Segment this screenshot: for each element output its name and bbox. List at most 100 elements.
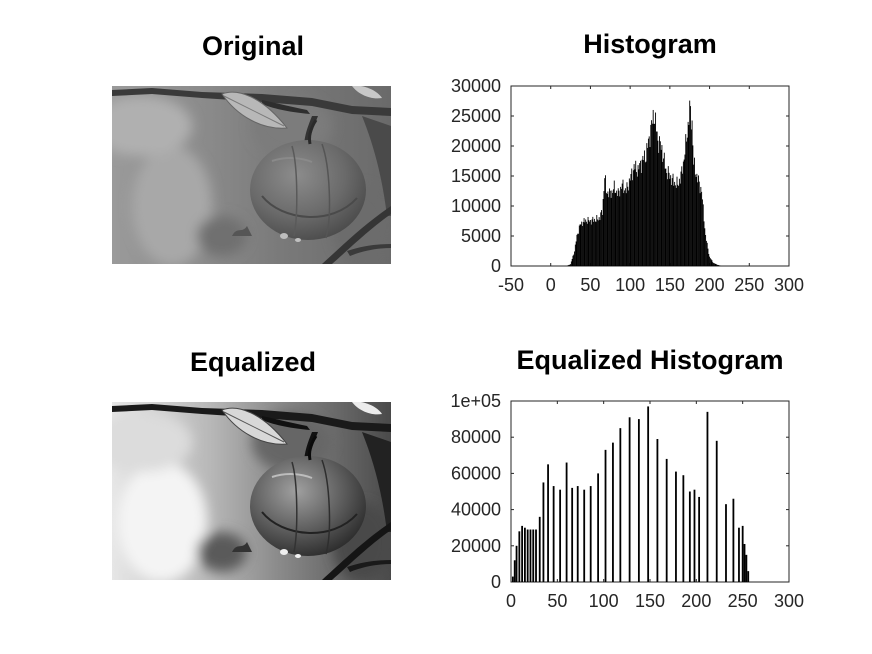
histogram-bar xyxy=(596,215,598,266)
histogram-bar xyxy=(705,240,707,266)
histogram-bar xyxy=(713,263,714,266)
histogram-bar xyxy=(692,145,694,266)
histogram-bar xyxy=(694,157,695,266)
histogram-bar xyxy=(694,174,696,266)
histogram-bar xyxy=(705,234,707,266)
histogram-bar xyxy=(649,147,651,266)
histogram-bar xyxy=(634,169,636,266)
histogram-bar xyxy=(590,224,592,266)
histogram-bar xyxy=(670,184,672,266)
equalized-histogram-bar xyxy=(637,419,640,582)
histogram-bar xyxy=(716,264,718,266)
histogram-bar xyxy=(697,182,699,266)
equalized-histogram-bar xyxy=(535,529,537,582)
histogram-bar xyxy=(662,161,664,266)
histogram-bar xyxy=(589,219,591,266)
histogram-bar xyxy=(691,120,693,267)
histogram-bar xyxy=(712,262,714,266)
histogram-bar xyxy=(622,179,624,266)
histogram-bar xyxy=(701,199,703,266)
histogram-y-tick-label: 5000 xyxy=(461,226,501,246)
equalized-histogram-bar xyxy=(647,406,650,582)
histogram-bar xyxy=(620,186,622,266)
histogram-bar xyxy=(673,185,675,266)
equalized-histogram-bar xyxy=(698,496,701,582)
histogram-bar xyxy=(659,141,661,266)
equalized-histogram-bar xyxy=(538,516,541,582)
histogram-bar xyxy=(621,183,623,266)
histogram-bar xyxy=(666,173,668,266)
histogram-bar xyxy=(690,129,692,266)
histogram-bar xyxy=(573,254,575,266)
histogram-bar xyxy=(650,124,652,266)
histogram-bar xyxy=(648,136,650,266)
histogram-bar xyxy=(631,168,633,266)
histogram-bar xyxy=(593,221,595,266)
histogram-bar xyxy=(637,165,639,266)
histogram-bar xyxy=(613,180,615,266)
histogram-x-tick-label: 250 xyxy=(734,275,764,295)
histogram-title: Histogram xyxy=(583,29,717,59)
histogram-bar xyxy=(580,224,582,266)
histogram-bar xyxy=(651,120,653,266)
histogram-bar xyxy=(603,191,605,266)
equalized-histogram-bar xyxy=(589,486,592,582)
histogram-bar xyxy=(690,106,691,266)
histogram-bar xyxy=(714,263,716,266)
histogram-bar xyxy=(607,191,609,266)
equalized-histogram-bar xyxy=(715,440,718,582)
histogram-bar xyxy=(609,190,611,266)
histogram-bar xyxy=(672,173,674,266)
equalized-histogram-bar xyxy=(513,560,516,582)
histogram-bar xyxy=(704,228,706,266)
histogram-bar xyxy=(632,180,633,266)
histogram-bar xyxy=(675,187,677,266)
histogram-bar xyxy=(585,219,587,266)
histogram-bar xyxy=(643,150,645,266)
histogram-y-tick-label: 15000 xyxy=(451,166,501,186)
histogram-bar xyxy=(689,100,691,266)
histogram-bar xyxy=(578,225,580,266)
histogram-bar xyxy=(665,168,667,266)
histogram-bar xyxy=(711,260,713,266)
histogram-bar xyxy=(624,190,626,266)
histogram-x-tick-label: 100 xyxy=(615,275,645,295)
equalized-histogram-bar xyxy=(565,462,568,582)
histogram-bar xyxy=(604,178,606,266)
histogram-bar xyxy=(628,190,630,266)
histogram-bar xyxy=(654,123,656,266)
histogram-bar xyxy=(588,220,590,266)
histogram-bar xyxy=(659,136,660,266)
histogram-bar xyxy=(687,121,689,266)
equalized-histogram-bar xyxy=(738,527,740,582)
histogram-bar xyxy=(586,221,587,266)
histogram-x-tick-label: 200 xyxy=(695,275,725,295)
histogram-bar xyxy=(574,244,576,266)
equalized-histogram-bar xyxy=(524,527,526,582)
histogram-bar xyxy=(707,248,709,266)
equalized-histogram-bar xyxy=(745,554,748,582)
histogram-bar xyxy=(630,173,632,266)
histogram-bar xyxy=(695,177,697,266)
histogram-bar xyxy=(589,221,591,266)
histogram-bar xyxy=(638,169,640,266)
equalized-histogram-bar xyxy=(511,576,514,582)
histogram-bar xyxy=(605,175,606,266)
equalized-histogram-bar xyxy=(547,464,549,582)
histogram-bar xyxy=(583,218,585,266)
histogram-bar xyxy=(642,155,644,266)
histogram-bar xyxy=(710,259,712,266)
equalized-histogram-bar xyxy=(628,417,631,582)
equalized-histogram-bar xyxy=(583,489,586,582)
histogram-bar xyxy=(578,233,579,266)
histogram-y-tick-label: 0 xyxy=(491,256,501,276)
histogram-bar xyxy=(644,162,646,266)
equalized-histogram-bar xyxy=(571,487,574,582)
histogram-bar xyxy=(693,164,695,266)
equalized-histogram-x-tick-label: 50 xyxy=(547,591,567,611)
histogram-bar xyxy=(699,193,701,266)
histogram-bar xyxy=(668,172,670,266)
histogram-bar xyxy=(655,131,657,266)
histogram-bar xyxy=(597,219,599,266)
histogram-bar xyxy=(702,204,704,266)
